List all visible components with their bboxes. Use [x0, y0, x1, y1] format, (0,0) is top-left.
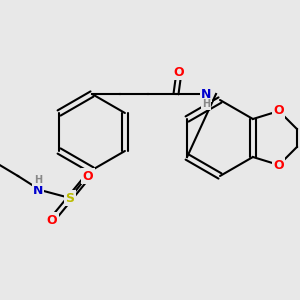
Text: N: N	[33, 184, 43, 196]
Text: O: O	[47, 214, 57, 226]
Text: O: O	[274, 158, 284, 172]
Text: O: O	[174, 65, 184, 79]
Text: H: H	[34, 175, 42, 185]
Text: O: O	[83, 169, 93, 182]
Text: H: H	[202, 99, 210, 109]
Text: N: N	[201, 88, 211, 100]
Text: O: O	[274, 104, 284, 118]
Text: S: S	[65, 191, 74, 205]
